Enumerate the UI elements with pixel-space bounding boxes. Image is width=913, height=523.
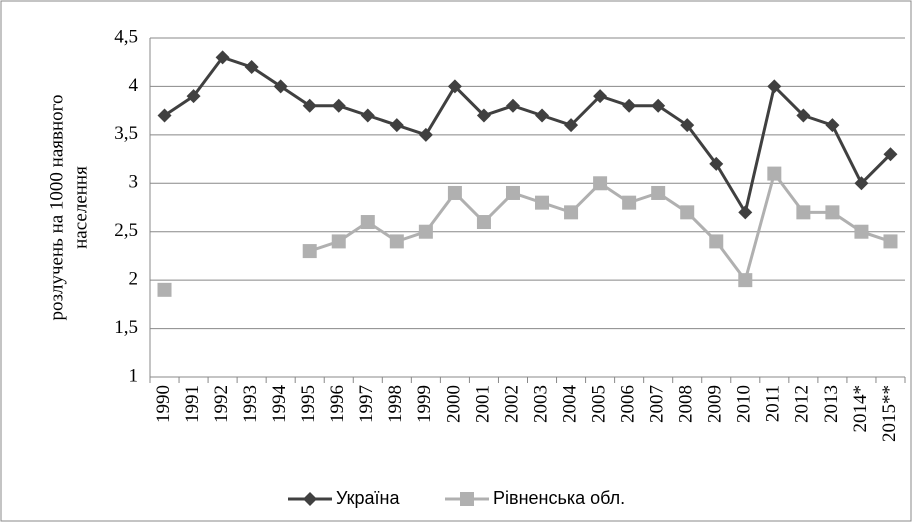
data-point — [680, 205, 695, 220]
x-tick-label: 2011 — [763, 385, 784, 422]
data-point — [709, 156, 724, 171]
data-point — [273, 79, 288, 94]
x-tick-label: 2001 — [472, 385, 493, 423]
x-tick-label: 2012 — [792, 385, 813, 423]
data-point — [215, 50, 230, 65]
x-tick-label: 2005 — [588, 385, 609, 423]
x-tick-label: 2009 — [705, 385, 726, 423]
data-point — [825, 205, 840, 220]
data-point — [564, 205, 579, 220]
x-tick-label: 1992 — [211, 385, 232, 423]
x-tick-label: 1996 — [327, 385, 348, 423]
legend-label: Україна — [336, 488, 400, 508]
x-tick-label: 1991 — [182, 385, 203, 423]
data-point — [302, 244, 317, 259]
data-point — [883, 147, 898, 162]
data-point — [651, 185, 666, 200]
data-point — [796, 205, 811, 220]
data-point — [593, 176, 608, 191]
data-point — [157, 108, 172, 123]
series-line — [163, 55, 892, 217]
data-point — [389, 118, 404, 133]
y-tick-label: 4,5 — [114, 26, 138, 47]
x-tick-label: 2015** — [879, 385, 900, 442]
y-axis-label: розлучень на 1000 наявного — [46, 95, 67, 321]
data-point — [157, 282, 172, 297]
data-point — [825, 118, 840, 133]
y-tick-label: 4 — [129, 75, 139, 96]
data-point — [505, 98, 520, 113]
x-tick-label: 2014* — [850, 385, 871, 433]
data-point — [767, 166, 782, 181]
legend-label: Рівненська обл. — [493, 488, 625, 508]
data-point — [738, 273, 753, 288]
data-point — [709, 234, 724, 249]
x-tick-label: 1998 — [385, 385, 406, 423]
data-point — [460, 492, 474, 506]
data-point — [564, 118, 579, 133]
x-tick-label: 2003 — [530, 385, 551, 423]
data-point — [244, 60, 259, 75]
data-point — [680, 118, 695, 133]
data-point — [360, 108, 375, 123]
data-point — [622, 98, 637, 113]
x-tick-label: 1993 — [240, 385, 261, 423]
data-point — [418, 127, 433, 142]
y-tick-label: 3,5 — [114, 123, 138, 144]
x-tick-label: 2000 — [443, 385, 464, 423]
data-point — [854, 176, 869, 191]
x-tick-label: 2006 — [617, 385, 638, 423]
y-tick-label: 1,5 — [114, 317, 138, 338]
data-point — [622, 195, 637, 210]
x-tick-label: 1995 — [298, 385, 319, 423]
x-tick-label: 1994 — [269, 385, 290, 424]
data-point — [331, 98, 346, 113]
x-tick-label: 1999 — [414, 385, 435, 423]
x-tick-label: 2002 — [501, 385, 522, 423]
data-point — [883, 234, 898, 249]
data-point — [593, 89, 608, 104]
data-point — [796, 108, 811, 123]
y-tick-label: 2,5 — [114, 220, 138, 241]
data-point — [651, 98, 666, 113]
data-point — [738, 205, 753, 220]
data-point — [535, 195, 550, 210]
data-point — [331, 234, 346, 249]
data-point — [303, 492, 317, 506]
y-tick-label: 1 — [129, 365, 139, 386]
data-point — [418, 224, 433, 239]
x-tick-label: 2007 — [647, 385, 668, 423]
y-axis-label: населення — [70, 166, 91, 249]
data-point — [360, 215, 375, 230]
data-point — [447, 185, 462, 200]
data-point — [505, 185, 520, 200]
data-point — [767, 79, 782, 94]
x-tick-label: 2008 — [676, 385, 697, 423]
data-point — [447, 79, 462, 94]
x-tick-label: 2010 — [734, 385, 755, 423]
data-point — [476, 108, 491, 123]
x-tick-label: 2013 — [821, 385, 842, 423]
data-point — [535, 108, 550, 123]
data-point — [854, 224, 869, 239]
y-tick-label: 3 — [129, 172, 139, 193]
x-tick-label: 1990 — [153, 385, 174, 423]
data-point — [186, 89, 201, 104]
data-point — [389, 234, 404, 249]
x-tick-label: 2004 — [559, 385, 580, 424]
data-point — [302, 98, 317, 113]
data-point — [476, 215, 491, 230]
x-tick-label: 1997 — [356, 385, 377, 423]
y-tick-label: 2 — [129, 269, 139, 290]
